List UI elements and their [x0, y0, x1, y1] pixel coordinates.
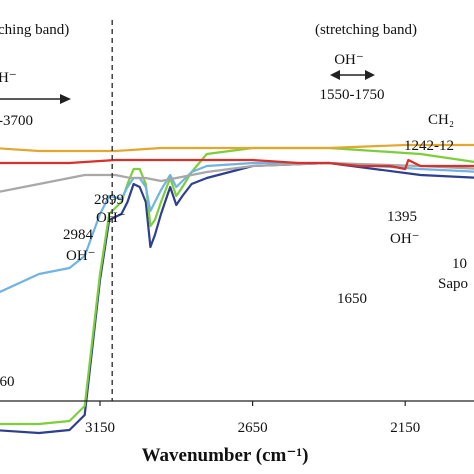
- spectrum-series-group: [0, 143, 474, 435]
- peak-2899-value: 2899: [94, 192, 124, 208]
- peak-right-value: 10: [452, 256, 467, 272]
- annotation-range-left: -3700: [0, 113, 33, 129]
- annotation-range-1550-1750: 1550-1750: [320, 87, 385, 103]
- spectrum-series-2: [0, 146, 474, 426]
- spectrum-series-5: [0, 143, 474, 153]
- spectrum-series-4: [0, 161, 474, 193]
- band-arrow-head-right: [365, 70, 375, 80]
- x-tick-label-2650: 2650: [238, 420, 268, 436]
- peak-1650-value: 1650: [337, 291, 367, 307]
- annotation-ch2-range: 1242-12: [404, 138, 454, 154]
- annotation-stretching-band-left: ching band): [0, 22, 69, 38]
- annotation-stretching-band-right: (stretching band): [315, 22, 417, 38]
- x-axis-label: Wavenumber (cm⁻¹): [142, 445, 309, 466]
- spectrum-series-1: [0, 161, 474, 435]
- peak-left-value: 560: [0, 374, 15, 390]
- x-axis-ticks-group: 31502650215016501150: [85, 401, 420, 436]
- x-tick-label-2150: 2150: [390, 420, 420, 436]
- peak-1395-group: OH⁻: [390, 231, 420, 247]
- range-arrow-left-head: [60, 94, 71, 104]
- reference-lines-group: [111, 20, 113, 401]
- x-tick-label-3150: 3150: [85, 420, 115, 436]
- annotation-oh-top-left: H⁻: [0, 70, 17, 86]
- spectrum-series-3: [0, 161, 474, 294]
- peak-2899-group: OH⁻: [96, 210, 126, 226]
- annotation-oh-band: OH⁻: [334, 52, 364, 68]
- peak-2984-group: OH⁻: [66, 248, 96, 264]
- peak-right-group: Sapo: [438, 276, 468, 292]
- spectrum-series-6: [0, 158, 474, 171]
- annotation-ch2: CH₂: [428, 112, 454, 128]
- peak-2984-value: 2984: [63, 227, 94, 243]
- peak-1395-value: 1395: [387, 209, 417, 225]
- band-arrow-head-left: [330, 70, 340, 80]
